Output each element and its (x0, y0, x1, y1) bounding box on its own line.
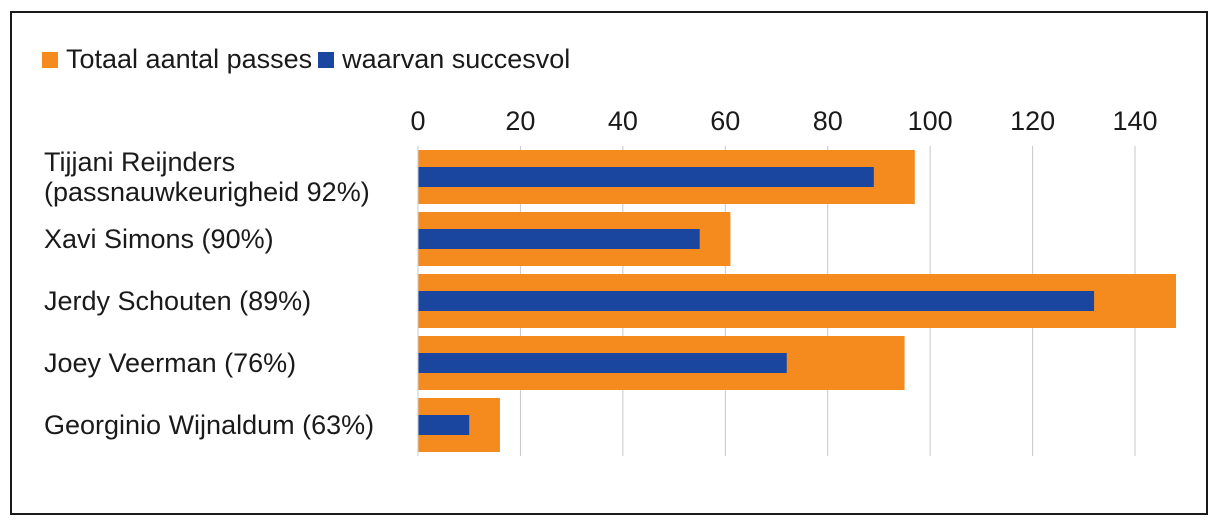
bar-successful (418, 353, 787, 373)
category-label: Jerdy Schouten (89%) (44, 286, 311, 316)
legend: Totaal aantal passes waarvan succesvol (42, 44, 576, 75)
legend-label-total: Totaal aantal passes (66, 44, 313, 74)
bar-successful (418, 229, 700, 249)
category-label: Georginio Wijnaldum (63%) (44, 410, 374, 440)
bar-successful (418, 167, 874, 187)
x-tick-label: 100 (908, 106, 953, 136)
x-tick-label: 120 (1010, 106, 1055, 136)
x-tick-label: 0 (410, 106, 425, 136)
category-label: (passnauwkeurigheid 92%) (44, 177, 370, 207)
legend-swatch-total (42, 51, 58, 68)
bar-successful (418, 415, 470, 435)
bar-successful (418, 291, 1095, 311)
x-tick-label: 40 (608, 106, 638, 136)
category-label: Xavi Simons (90%) (44, 224, 274, 254)
x-tick-label: 20 (505, 106, 535, 136)
x-tick-label: 140 (1112, 106, 1157, 136)
category-label: Tijjani Reijnders (44, 147, 235, 177)
legend-label-successful: waarvan succesvol (342, 44, 571, 74)
legend-item-total: Totaal aantal passes (42, 44, 312, 75)
x-tick-label: 60 (710, 106, 740, 136)
x-tick-label: 80 (813, 106, 843, 136)
legend-swatch-successful (318, 51, 335, 68)
category-label: Joey Veerman (76%) (44, 348, 296, 378)
legend-item-successful: waarvan succesvol (318, 44, 570, 75)
